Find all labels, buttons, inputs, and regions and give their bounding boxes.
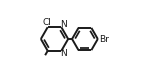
Text: Cl: Cl bbox=[43, 18, 52, 27]
Text: Br: Br bbox=[99, 34, 109, 44]
Text: N: N bbox=[60, 49, 67, 58]
Text: N: N bbox=[60, 20, 67, 29]
